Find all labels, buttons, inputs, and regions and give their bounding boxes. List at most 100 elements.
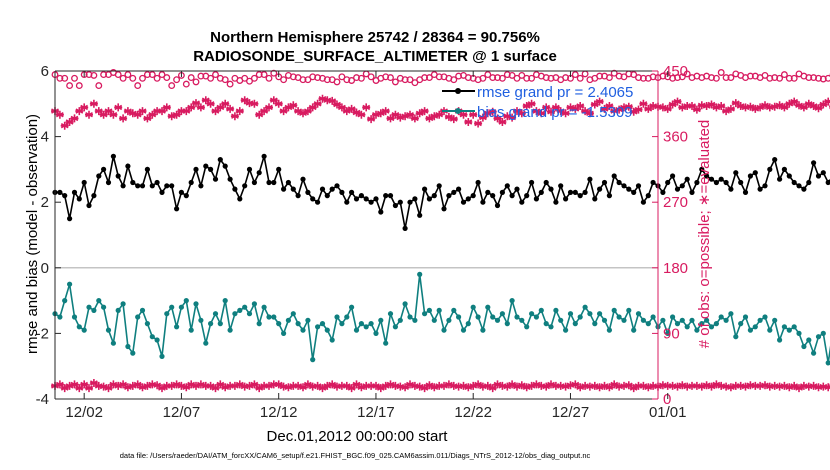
bias-point-78 bbox=[431, 317, 437, 323]
rmse-point-60 bbox=[344, 199, 350, 205]
obs_possible-point-115 bbox=[610, 69, 618, 77]
bias-point-142 bbox=[742, 314, 749, 320]
bias-point-98 bbox=[529, 311, 535, 317]
obs_evaluated_low-point-87 bbox=[474, 380, 483, 389]
obs_evaluated_low-point-104 bbox=[556, 381, 565, 390]
obs_evaluated-point-157 bbox=[814, 104, 823, 113]
x-tick-label: 01/01 bbox=[649, 404, 687, 421]
obs_evaluated-point-107 bbox=[571, 104, 580, 113]
obs_evaluated_low-point-66 bbox=[372, 381, 380, 390]
rmse-point-63 bbox=[358, 193, 364, 199]
obs_evaluated_low-point-64 bbox=[362, 381, 371, 390]
obs_evaluated-point-121 bbox=[639, 99, 648, 108]
obs_evaluated-point-116 bbox=[615, 105, 624, 114]
bias-point-103 bbox=[553, 307, 559, 313]
rmse-point-82 bbox=[451, 189, 457, 195]
obs_evaluated_low-point-106 bbox=[566, 381, 575, 390]
rmse-point-94 bbox=[509, 193, 515, 199]
rmse-point-148 bbox=[772, 157, 778, 163]
obs_evaluated-point-113 bbox=[600, 104, 609, 113]
rmse-point-28 bbox=[188, 179, 194, 186]
obs_possible-point-155 bbox=[805, 74, 813, 82]
bias-point-40 bbox=[246, 311, 253, 317]
rmse-point-31 bbox=[203, 163, 209, 169]
obs_evaluated_low-point-15 bbox=[123, 383, 132, 392]
obs_evaluated-point-1 bbox=[55, 110, 64, 119]
bias-point-80 bbox=[441, 327, 447, 333]
obs_evaluated-point-39 bbox=[240, 96, 249, 105]
obs_evaluated_low-point-146 bbox=[761, 381, 769, 390]
obs_evaluated_low-point-92 bbox=[498, 381, 507, 390]
obs_possible-point-101 bbox=[542, 74, 550, 82]
rmse-point-139 bbox=[728, 186, 734, 192]
obs_evaluated_low-point-41 bbox=[250, 380, 259, 389]
obs_possible-point-44 bbox=[265, 74, 273, 82]
rmse-point-25 bbox=[174, 206, 180, 212]
bias-point-70 bbox=[392, 324, 398, 330]
bias-point-82 bbox=[451, 307, 457, 313]
obs_evaluated-point-132 bbox=[692, 105, 701, 114]
rmse-point-65 bbox=[368, 199, 374, 205]
obs_evaluated-point-93 bbox=[503, 112, 512, 121]
obs_evaluated_low-point-3 bbox=[65, 381, 74, 390]
obs_evaluated-point-85 bbox=[464, 118, 473, 126]
obs_evaluated_low-point-119 bbox=[629, 384, 638, 393]
obs_evaluated-point-74 bbox=[410, 114, 419, 123]
rmse-point-2 bbox=[62, 193, 68, 199]
rmse-point-116 bbox=[616, 179, 622, 186]
rmse-point-41 bbox=[251, 179, 257, 186]
obs_evaluated_low-point-32 bbox=[206, 381, 215, 390]
obs_possible-point-138 bbox=[722, 74, 730, 82]
bias-point-93 bbox=[504, 321, 510, 327]
obs_evaluated_low-point-75 bbox=[415, 382, 424, 391]
rmse-point-79 bbox=[436, 183, 442, 189]
bias-point-73 bbox=[407, 314, 413, 320]
rmse-point-26 bbox=[178, 189, 184, 195]
obs_evaluated_low-point-99 bbox=[532, 380, 541, 389]
rmse-point-75 bbox=[417, 212, 423, 218]
obs_evaluated-point-4 bbox=[70, 114, 79, 123]
bias-point-125 bbox=[660, 317, 666, 323]
y-axis-label-left: rmse and bias (model - observation) bbox=[24, 114, 41, 354]
obs_possible-point-119 bbox=[630, 71, 638, 79]
obs_evaluated_low-point-63 bbox=[357, 383, 366, 392]
chart-title-line1: Northern Hemisphere 25742 / 28364 = 90.7… bbox=[210, 29, 540, 46]
obs_evaluated-point-73 bbox=[406, 110, 414, 119]
bias-point-99 bbox=[533, 314, 540, 320]
obs_evaluated_low-point-8 bbox=[89, 379, 98, 387]
obs_evaluated-point-48 bbox=[284, 103, 293, 112]
obs_possible-point-151 bbox=[785, 74, 793, 82]
obs_possible-point-136 bbox=[712, 74, 720, 82]
obs_evaluated_low-point-73 bbox=[406, 380, 414, 389]
rmse-point-97 bbox=[524, 193, 530, 199]
obs_evaluated_low-point-22 bbox=[158, 384, 166, 393]
bias-point-89 bbox=[485, 304, 491, 310]
bias-point-9 bbox=[96, 298, 102, 304]
obs_evaluated-point-65 bbox=[367, 115, 376, 124]
obs_evaluated_low-point-80 bbox=[440, 381, 448, 390]
rmse-point-6 bbox=[81, 179, 87, 186]
obs_evaluated-point-127 bbox=[668, 100, 677, 109]
rmse-point-5 bbox=[76, 196, 82, 202]
rmse-point-114 bbox=[606, 193, 613, 199]
obs_evaluated-point-81 bbox=[444, 112, 453, 121]
obs_evaluated_low-point-88 bbox=[478, 382, 487, 391]
obs_evaluated_low-point-29 bbox=[192, 381, 200, 390]
obs_evaluated_low-point-134 bbox=[702, 381, 711, 390]
bias-point-104 bbox=[558, 317, 564, 323]
obs_evaluated-point-66 bbox=[372, 110, 380, 119]
x-tick-label: 12/27 bbox=[552, 404, 590, 421]
rmse-point-14 bbox=[120, 183, 126, 189]
obs_evaluated-point-89 bbox=[483, 109, 492, 118]
bias-point-72 bbox=[402, 301, 408, 307]
bias-point-109 bbox=[582, 304, 588, 310]
bias-point-119 bbox=[631, 327, 637, 333]
obs_possible-point-10 bbox=[100, 71, 108, 79]
obs_evaluated_low-point-39 bbox=[240, 382, 249, 391]
bias-point-129 bbox=[679, 317, 685, 323]
series-rmse bbox=[52, 153, 830, 231]
rmse-point-108 bbox=[577, 193, 583, 199]
rmse-point-153 bbox=[796, 183, 802, 189]
rmse-point-7 bbox=[86, 202, 92, 209]
obs_evaluated_low-point-147 bbox=[765, 382, 774, 391]
